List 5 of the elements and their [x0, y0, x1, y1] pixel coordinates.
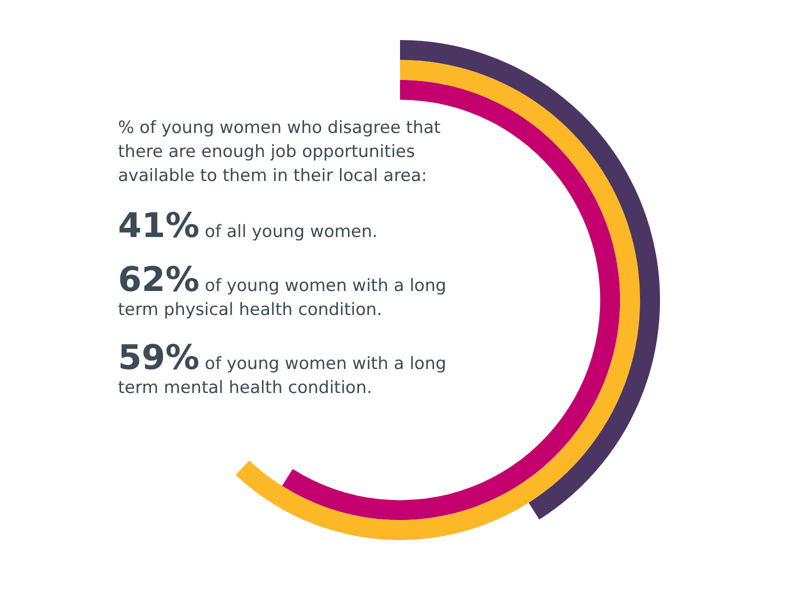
text: % of young women who disagree that there are enough job opportunities available to them in their local area: — [118, 117, 442, 188]
data-label: 59% — [118, 338, 200, 378]
data-label: 62% — [118, 260, 200, 300]
data-label: 41% — [118, 206, 200, 246]
category-label: of all young women. — [204, 222, 378, 242]
